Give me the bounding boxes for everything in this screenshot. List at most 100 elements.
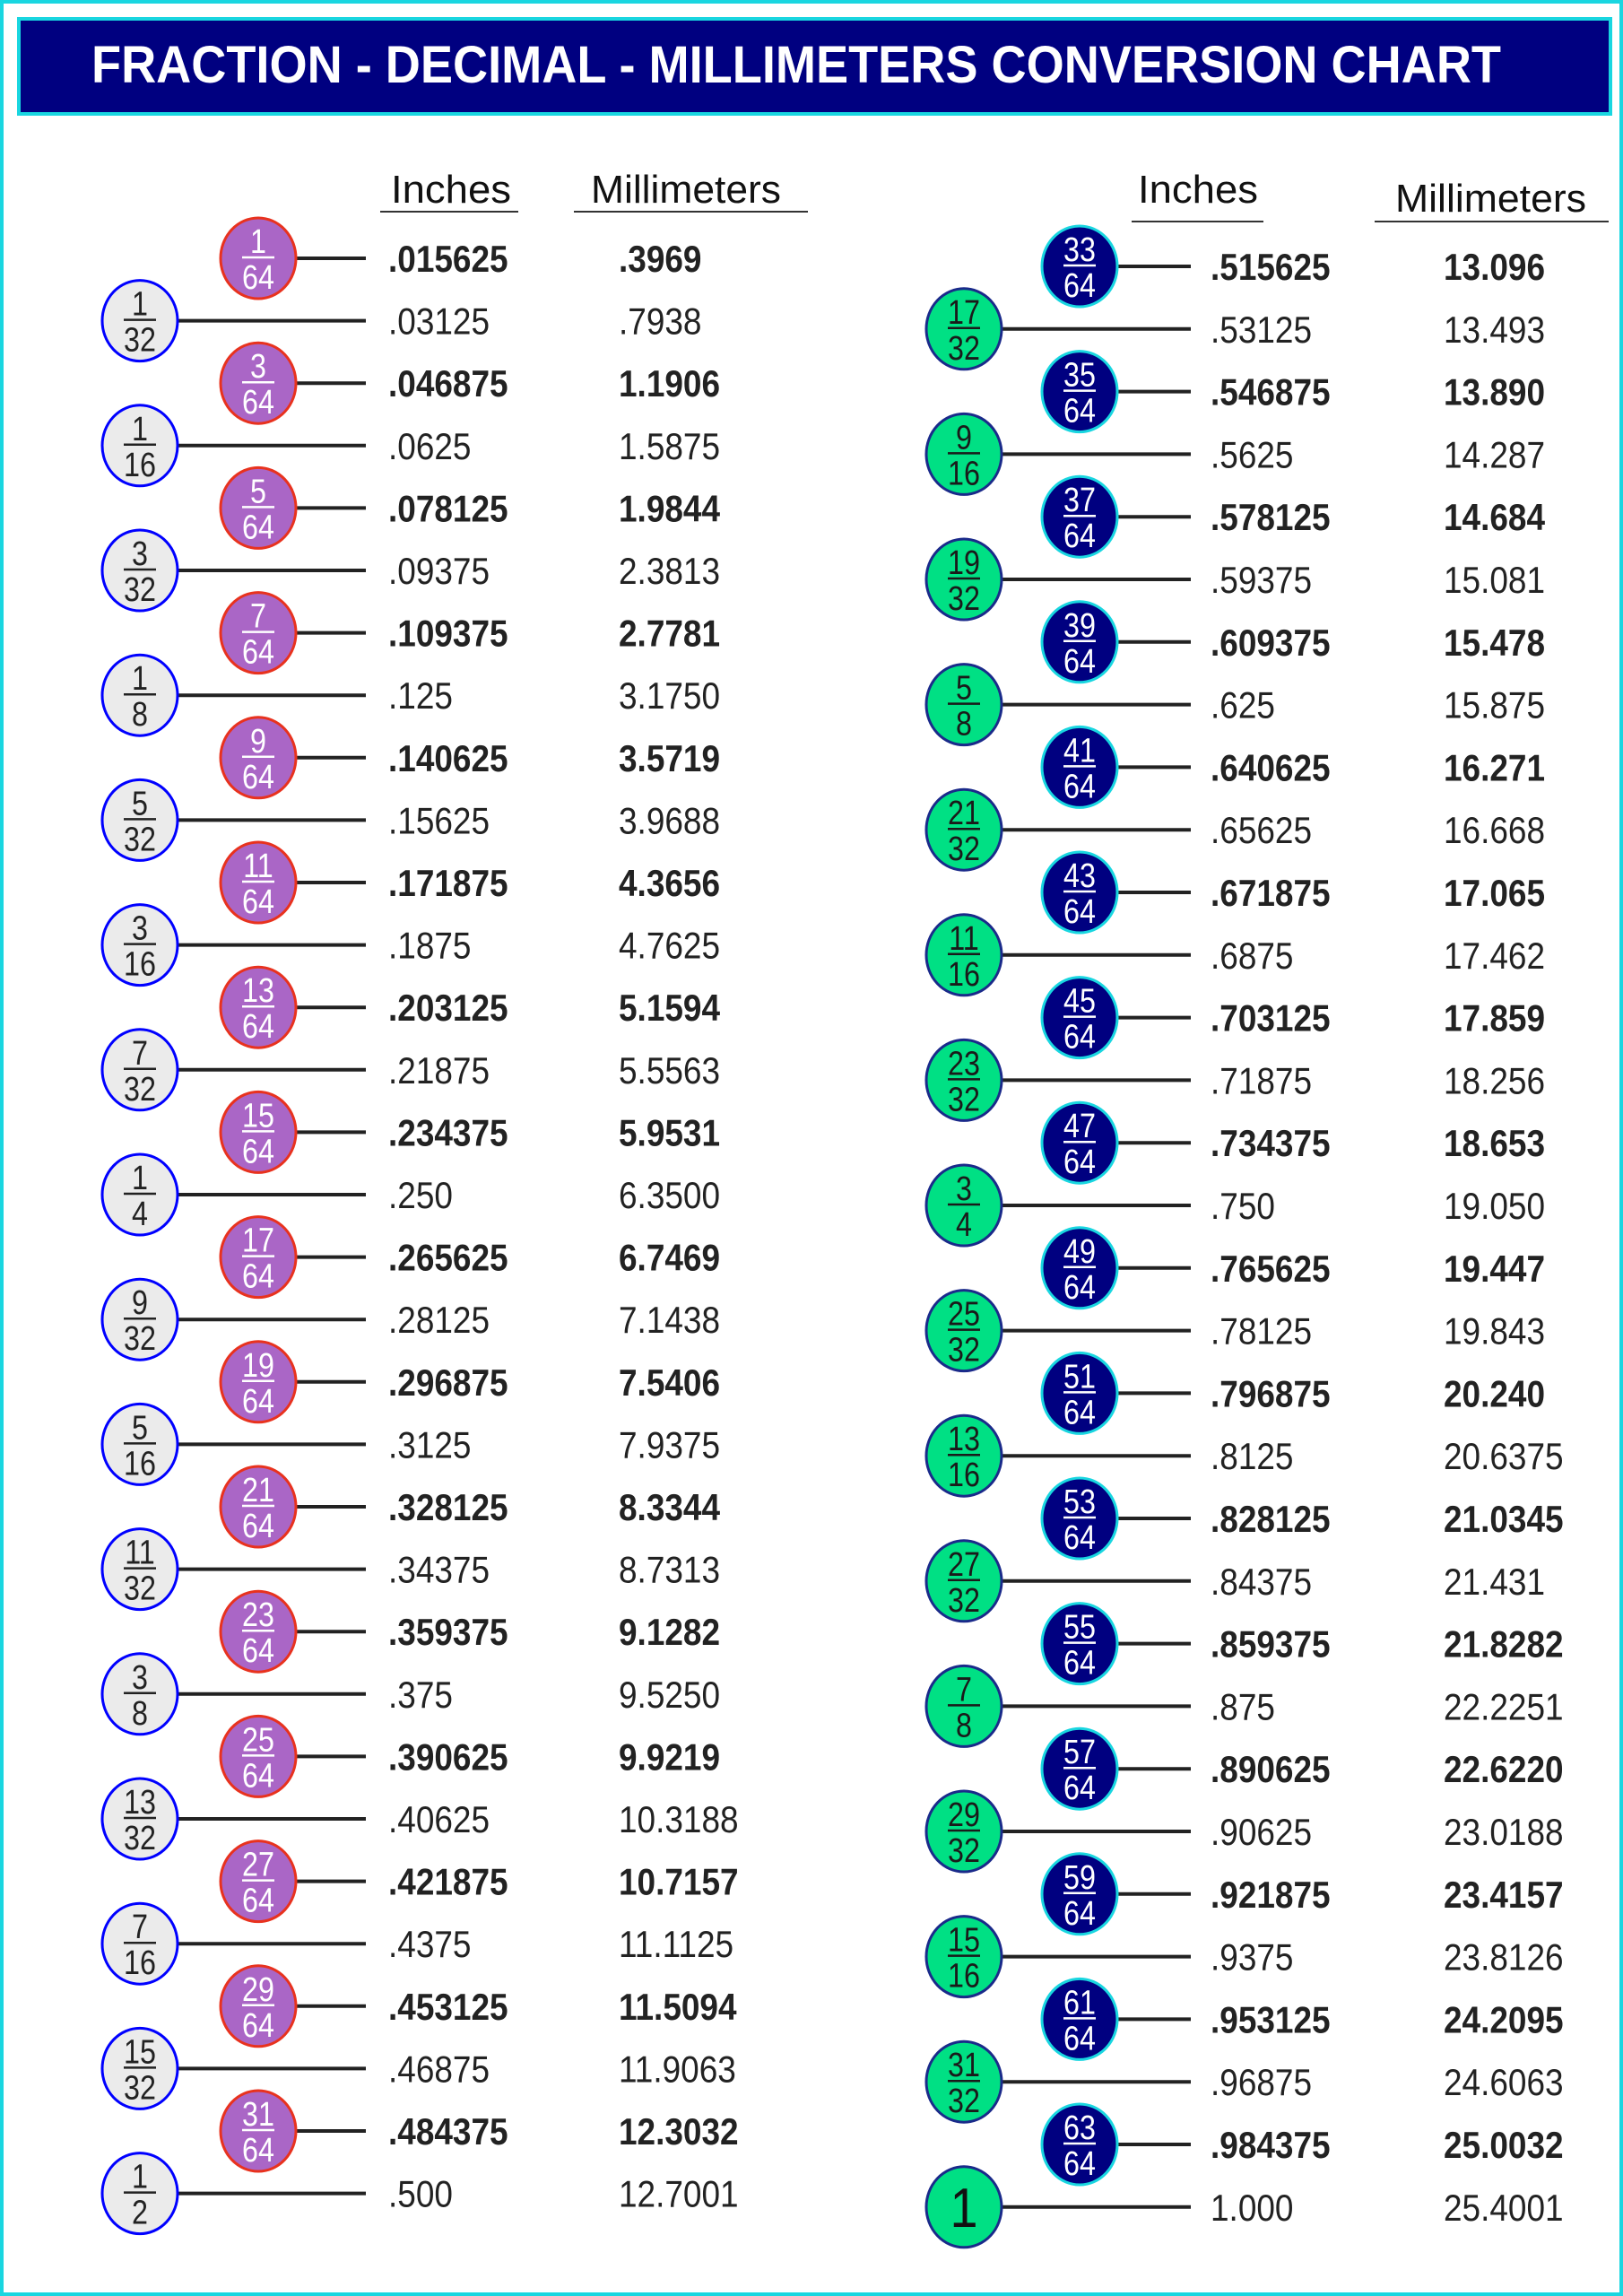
inches-value: .171875: [388, 863, 508, 905]
inches-value: .90625: [1211, 1812, 1312, 1854]
fraction-denominator: 64: [1063, 893, 1096, 931]
right-inches-header: Inches: [1138, 168, 1258, 212]
mm-value: 11.5094: [619, 1987, 737, 2029]
fraction-numerator: 27: [242, 1846, 274, 1883]
mm-value: 19.447: [1444, 1248, 1545, 1291]
fraction-denominator: 64: [1063, 768, 1096, 805]
fraction-denominator: 64: [242, 384, 274, 422]
fraction-denominator: 2: [132, 2194, 148, 2231]
inches-value: .421875: [388, 1861, 508, 1903]
fraction-numerator: 31: [948, 2047, 980, 2084]
fraction-numerator: 3: [250, 348, 266, 386]
mm-value: .3969: [619, 239, 701, 281]
conversion-row: 1 1.000 25.4001: [924, 2165, 1564, 2249]
mm-value: 24.2095: [1444, 1999, 1564, 2041]
inches-value: .328125: [388, 1487, 508, 1529]
inches-value: .953125: [1211, 1999, 1331, 2041]
fraction-denominator: 64: [1063, 1519, 1096, 1557]
mm-value: 1.9844: [619, 488, 720, 530]
mm-value: 14.684: [1444, 497, 1545, 539]
inches-value: .203125: [388, 987, 508, 1030]
fraction-denominator: 64: [242, 259, 274, 297]
mm-value: 23.8126: [1444, 1936, 1564, 1979]
fraction-denominator: 16: [124, 945, 156, 983]
mm-value: 8.7313: [619, 1549, 720, 1591]
fraction-numerator: 13: [948, 1421, 980, 1458]
inches-value: .984375: [1211, 2125, 1331, 2167]
mm-value: 12.3032: [619, 2111, 739, 2153]
fraction-denominator: 16: [124, 1445, 156, 1483]
mm-value: 9.5250: [619, 1674, 720, 1717]
fraction-numerator: 1: [132, 285, 148, 323]
page-title: FRACTION - DECIMAL - MILLIMETERS CONVERS…: [91, 36, 1501, 94]
inches-value: .703125: [1211, 997, 1331, 1039]
fraction-numerator: 11: [125, 1534, 155, 1571]
mm-value: 5.1594: [619, 987, 720, 1030]
fraction-numerator: 7: [132, 1034, 148, 1072]
fraction-numerator: 5: [956, 669, 972, 707]
inches-value: .109375: [388, 613, 508, 655]
fraction-denominator: 64: [1063, 1394, 1096, 1431]
fraction-denominator: 32: [124, 571, 156, 609]
fraction-denominator: 32: [124, 821, 156, 858]
fraction-numerator: 23: [948, 1045, 980, 1083]
mm-value: 15.081: [1444, 560, 1545, 602]
fraction-denominator: 64: [1063, 2020, 1096, 2057]
fraction-numerator: 7: [132, 1909, 148, 1946]
fraction-numerator: 17: [948, 293, 980, 331]
inches-value: .3125: [388, 1424, 471, 1466]
mm-value: 10.7157: [619, 1861, 739, 1903]
mm-value: 21.8282: [1444, 1623, 1564, 1665]
mm-value: 7.1438: [619, 1300, 720, 1342]
fraction-denominator: 64: [1063, 267, 1096, 305]
fraction-denominator: 64: [242, 1133, 274, 1170]
inches-value: .484375: [388, 2111, 508, 2153]
inches-value: .546875: [1211, 371, 1331, 413]
fraction-denominator: 64: [242, 758, 274, 796]
inches-value: .6875: [1211, 935, 1293, 978]
fraction-numerator: 55: [1063, 1608, 1096, 1646]
mm-value: 3.9688: [619, 800, 720, 842]
fraction-denominator: 32: [124, 321, 156, 359]
fraction-denominator: 32: [948, 1081, 980, 1118]
mm-value: 5.9531: [619, 1112, 720, 1154]
inches-value: .750: [1211, 1186, 1275, 1228]
fraction-denominator: 64: [1063, 1018, 1096, 1056]
fraction-numerator: 1: [132, 410, 148, 448]
inches-value: .015625: [388, 239, 508, 281]
inches-value: .796875: [1211, 1373, 1331, 1415]
inches-value: .875: [1211, 1686, 1275, 1728]
mm-value: 14.287: [1444, 434, 1545, 476]
fraction-numerator: 15: [948, 1921, 980, 1959]
fraction-numerator: 7: [250, 597, 266, 635]
inches-value: .671875: [1211, 873, 1331, 915]
fraction-denominator: 64: [242, 1008, 274, 1046]
fraction-denominator: 64: [1063, 1770, 1096, 1807]
mm-value: 23.4157: [1444, 1874, 1564, 1917]
fraction-denominator: 8: [132, 696, 148, 734]
inches-value: .4375: [388, 1924, 471, 1966]
mm-value: 2.7781: [619, 613, 720, 655]
fraction-denominator: 64: [1063, 642, 1096, 680]
mm-value: 19.050: [1444, 1186, 1545, 1228]
mm-value: 10.3188: [619, 1799, 739, 1841]
inches-value: .250: [388, 1175, 453, 1217]
